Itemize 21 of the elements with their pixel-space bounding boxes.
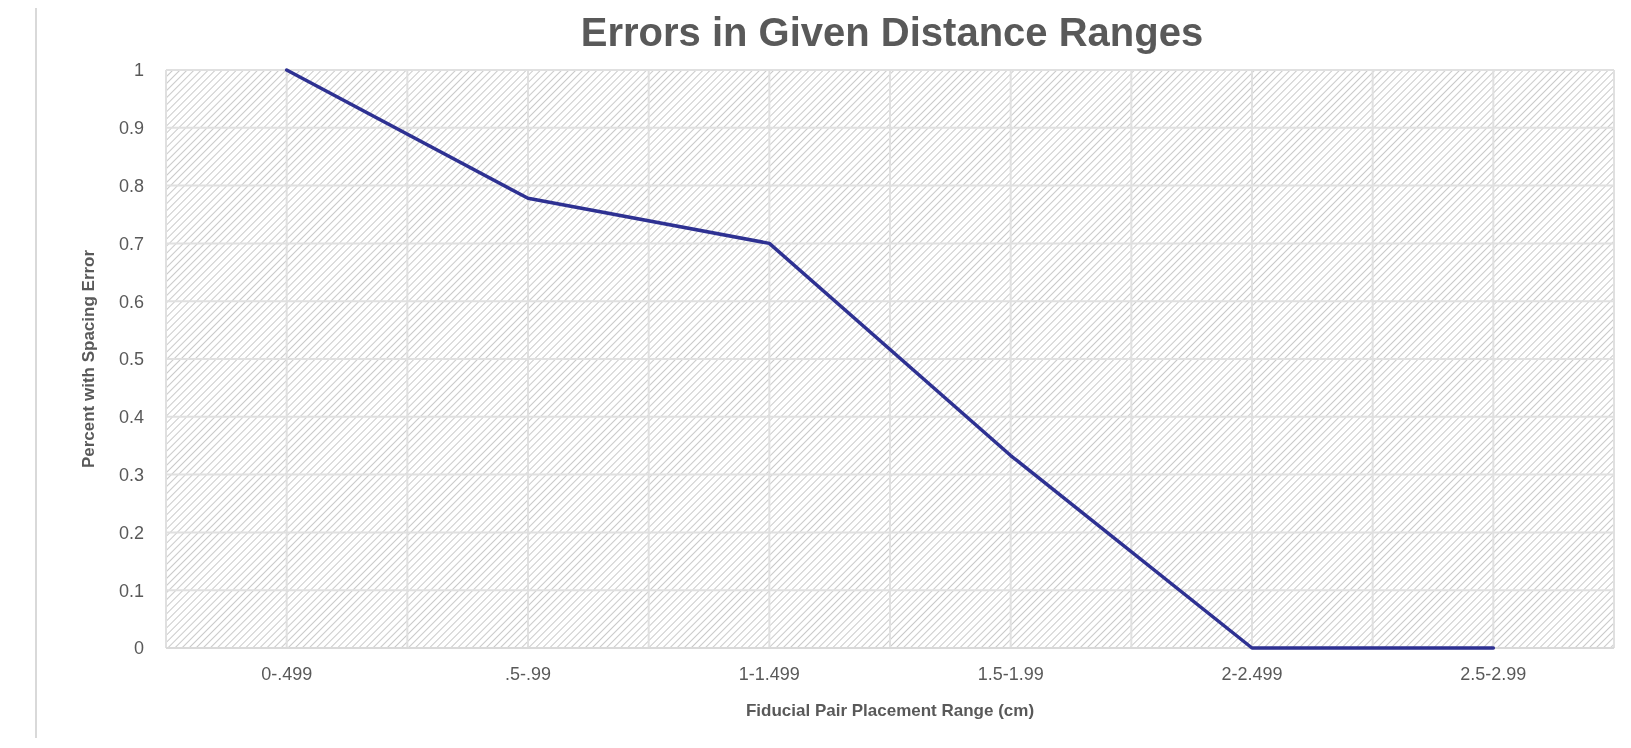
- y-tick-label: 0.6: [118, 291, 144, 312]
- y-tick-label: 0.2: [118, 522, 144, 543]
- y-tick-label: 1: [133, 60, 144, 81]
- y-tick-label: 0.7: [118, 233, 144, 254]
- y-tick-label: 0.9: [118, 118, 144, 139]
- line-series: [284, 68, 1496, 650]
- x-tick-label: .5-.99: [504, 664, 552, 684]
- chart-title: Errors in Given Distance Ranges: [580, 10, 1204, 54]
- x-tick-label: 2-2.499: [1221, 664, 1283, 684]
- y-tick-label: 0.1: [118, 580, 144, 601]
- x-tick-label: 1-1.499: [738, 664, 800, 684]
- x-tick-label: 2.5-2.99: [1460, 664, 1527, 684]
- x-tick-label: 0-.499: [261, 664, 313, 684]
- y-tick-label: 0.5: [118, 349, 144, 370]
- x-axis-title: Fiducial Pair Placement Range (cm): [745, 701, 1035, 720]
- y-tick-label: 0.8: [118, 175, 144, 196]
- x-tick-label: 1.5-1.99: [977, 664, 1044, 684]
- y-axis-title: Percent with Spacing Error: [79, 249, 98, 469]
- y-tick-label: 0.3: [118, 464, 144, 485]
- y-tick-label: 0: [133, 638, 144, 659]
- y-tick-label: 0.4: [118, 407, 144, 428]
